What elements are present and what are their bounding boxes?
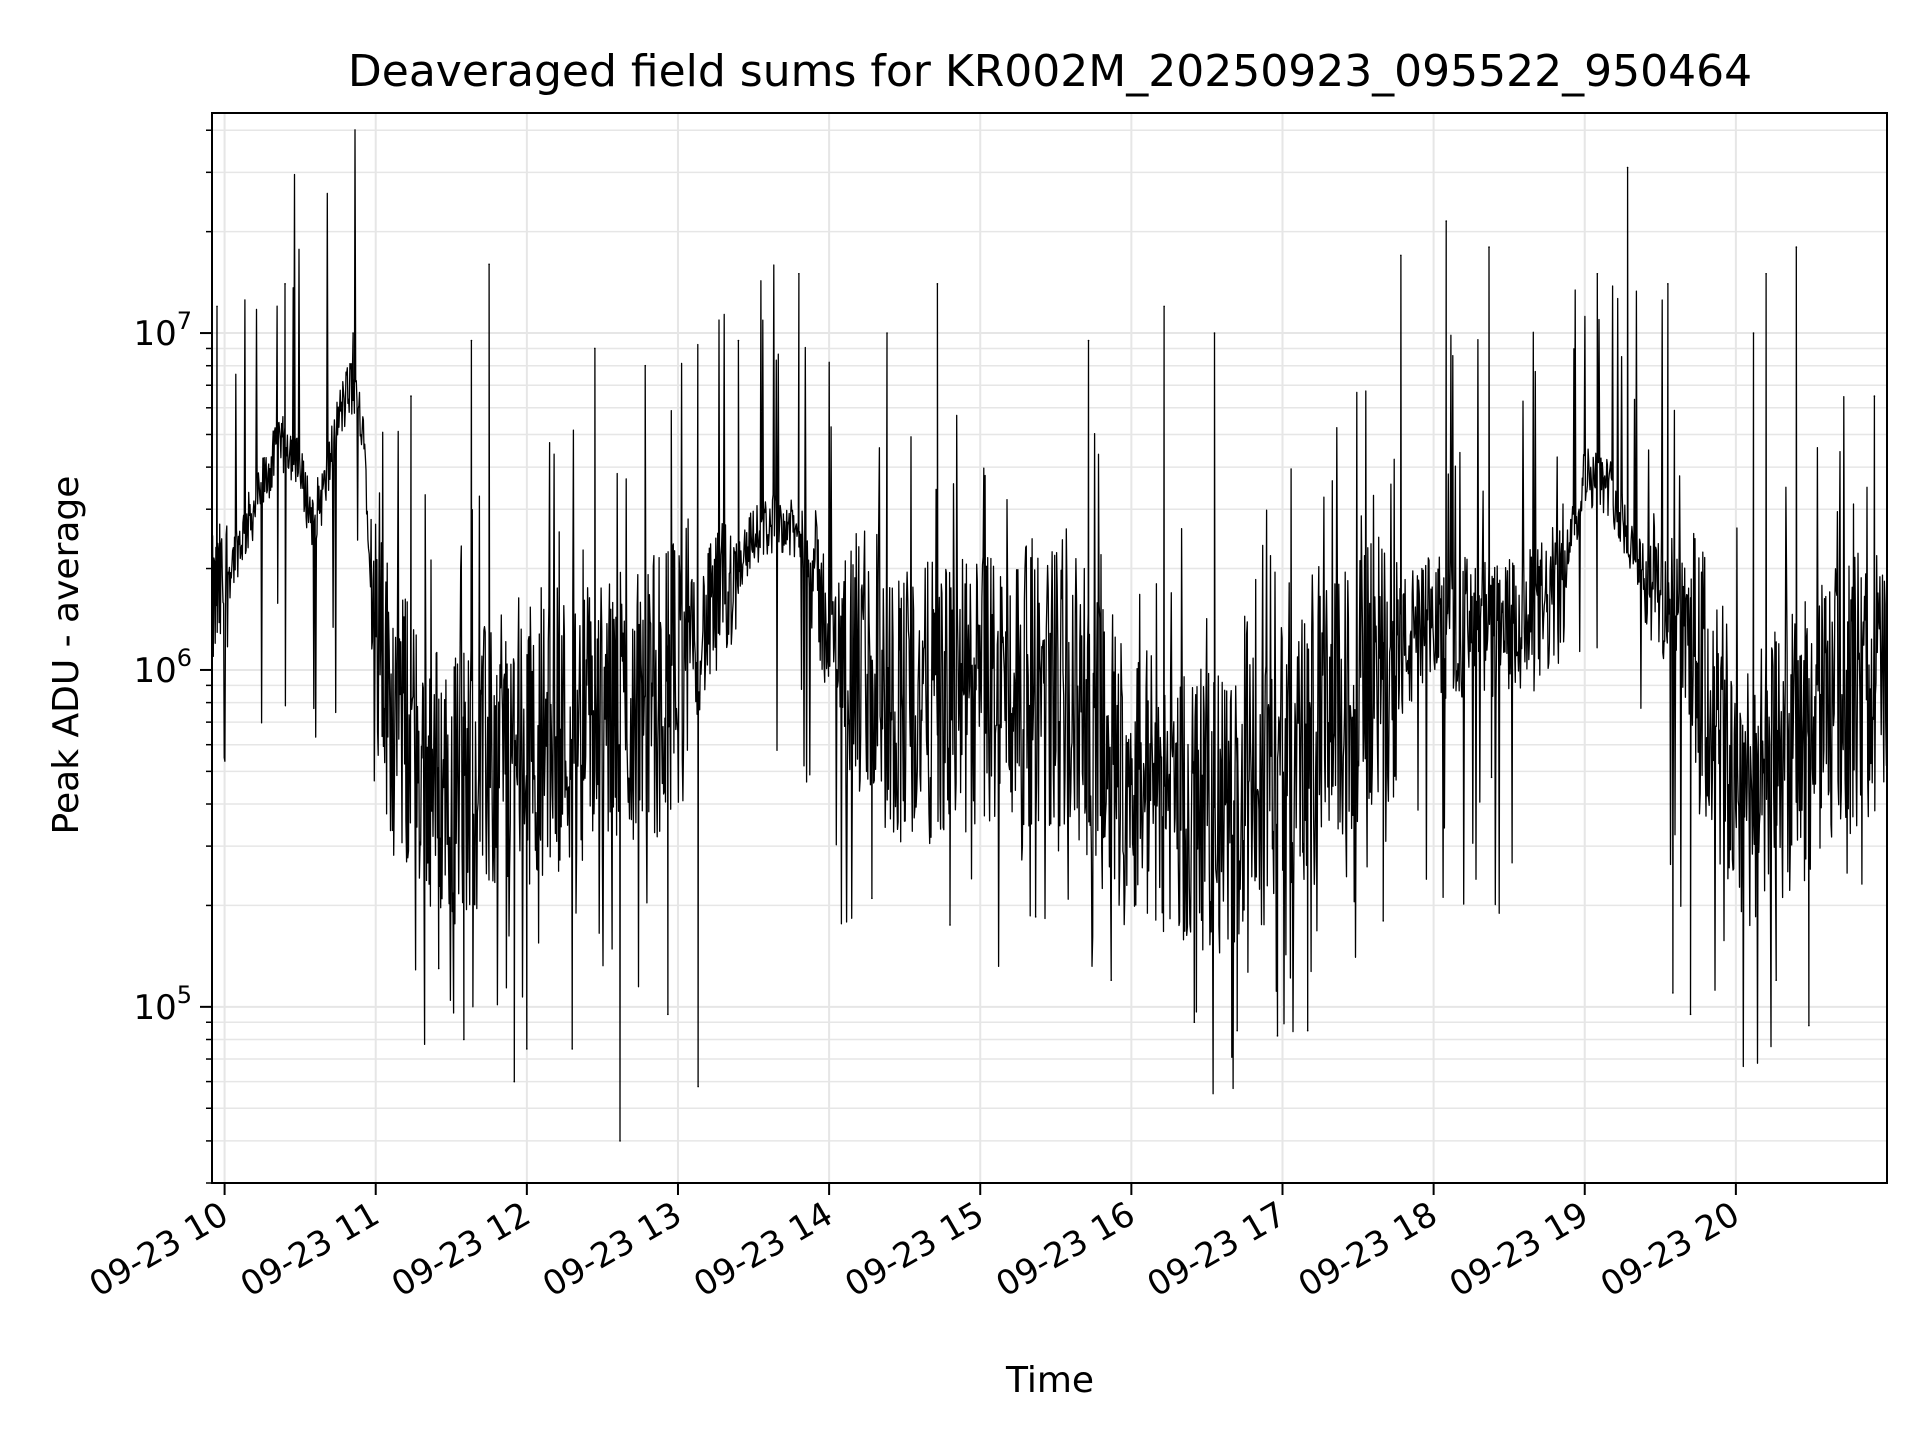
dip-point — [571, 1048, 573, 1050]
spike-point — [352, 332, 354, 334]
dip-point — [1689, 1013, 1692, 1016]
dip-point — [1110, 979, 1113, 981]
spike-point — [1626, 166, 1629, 169]
spike-point — [488, 263, 490, 266]
dip-point — [1382, 920, 1385, 922]
dip-point — [1034, 916, 1037, 918]
dip-point — [667, 1013, 669, 1016]
plot-frame — [211, 112, 1888, 1184]
data-series-line — [211, 129, 1888, 1142]
dip-point — [1236, 1029, 1238, 1032]
dip-point — [1276, 1035, 1279, 1037]
data-series — [211, 129, 1888, 1142]
spike-point — [1087, 339, 1090, 342]
spike-point — [1873, 395, 1876, 397]
spike-point — [1488, 246, 1490, 248]
spike-point — [936, 283, 939, 285]
y-tick-label: 107 — [133, 307, 192, 354]
dip-point — [1193, 1021, 1196, 1024]
dip-point — [949, 924, 951, 926]
spike-point — [1667, 283, 1669, 285]
y-axis-label: Peak ADU - average — [46, 476, 87, 835]
chart-title: Deaveraged field sums for KR002M_2025092… — [348, 46, 1752, 97]
spike-point — [1445, 220, 1448, 222]
spike-point — [410, 395, 412, 397]
spike-point — [886, 332, 888, 334]
spike-point — [470, 339, 473, 342]
dip-point — [1490, 776, 1493, 779]
dip-point — [526, 1048, 528, 1050]
y-tick-label: 105 — [133, 981, 192, 1028]
spike-point — [216, 305, 218, 308]
spike-point — [644, 364, 647, 367]
dip-point — [513, 1080, 516, 1083]
dip-point — [1306, 1029, 1309, 1032]
x-axis-label: Time — [1005, 1360, 1094, 1401]
dip-point — [871, 897, 873, 900]
spike-point — [1163, 305, 1165, 308]
dip-point — [697, 1085, 699, 1088]
spike-point — [1213, 332, 1216, 334]
spike-point — [1752, 332, 1755, 334]
spike-point — [594, 347, 596, 350]
spike-point — [1400, 254, 1402, 257]
dip-point — [1808, 1024, 1810, 1027]
dip-point — [1672, 992, 1674, 994]
spike-point — [284, 283, 286, 285]
dip-point — [1775, 979, 1777, 981]
dip-point — [437, 967, 440, 970]
spike-point — [737, 339, 740, 342]
dip-point — [463, 1038, 465, 1041]
spike-point — [1765, 272, 1767, 275]
spike-point — [798, 272, 800, 275]
spike-point — [1596, 272, 1599, 275]
spike-point — [1795, 246, 1798, 248]
y-axis: 105 106 107 — [133, 129, 212, 1184]
y-tick-label: 106 — [133, 644, 192, 691]
dip-point — [619, 1140, 621, 1142]
